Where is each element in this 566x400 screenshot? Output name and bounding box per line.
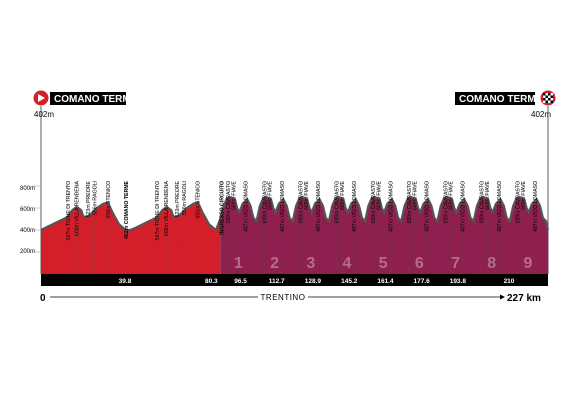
finish-name: COMANO TERME (459, 94, 543, 105)
pass-label: 567m TIONE DI TRENTO (66, 181, 72, 240)
lap-number: 1 (234, 255, 243, 272)
start-name: COMANO TERME (54, 94, 138, 105)
pass-label: 402m COMANO TERME (124, 180, 130, 238)
pass-label: 699m CAVRASTO (335, 181, 341, 223)
pass-label: 567m TIONE DI TRENTO (155, 181, 161, 240)
y-tick-label: 400m (20, 228, 35, 234)
pass-label: 487m VIGO LOMASO (533, 181, 539, 232)
km-labels: 39.8 80.3 96.5 112.7 128.9 145.2 161.4 177.6 193… (119, 278, 515, 285)
pass-label: 669m FIAVE (449, 180, 455, 210)
lap-number: 4 (343, 255, 352, 272)
pass-label: 487m VIGO LOMASO (424, 181, 430, 232)
lap-numbers: 1 2 3 4 5 6 7 8 9 (234, 255, 532, 272)
profile-crest-first (40, 201, 222, 232)
pass-label: 669m FIAVE (304, 180, 310, 210)
pass-label: 487m VIGO LOMASO (497, 181, 503, 232)
checkered-flag-icon (543, 93, 553, 103)
pass-label: 669m FIAVE (376, 180, 382, 210)
pass-label: 699m CAVRASTO (371, 181, 377, 223)
arrow-right-icon (500, 294, 505, 300)
distance-total: 227 km (507, 293, 541, 304)
pass-label: 669m FIAVE (340, 180, 346, 210)
play-icon (38, 94, 45, 102)
y-tick-label: 800m (20, 186, 35, 192)
elevation-axis: 800m 600m 400m 200m (20, 186, 35, 255)
pass-label: 556m RAGOLI (182, 181, 188, 215)
pass-label: 487m VIGO LOMASO (244, 181, 250, 232)
pass-label: 523m PREORE (86, 180, 92, 217)
finish-elevation: 402m (531, 110, 551, 119)
km-label: 193.8 (450, 278, 467, 285)
lap-number: 3 (306, 255, 315, 272)
pass-label: 699m CAVRASTO (226, 181, 232, 223)
pass-label: 669m FIAVE (232, 180, 238, 210)
distance-start: 0 (40, 293, 46, 304)
distance-axis: 0 TRENTINO 227 km (40, 293, 541, 304)
pass-label: 699m CAVRASTO (479, 181, 485, 223)
pass-label: 656m STENICO (106, 181, 112, 218)
lap-number: 2 (270, 255, 279, 272)
pass-label: 669m FIAVE (268, 180, 274, 210)
km-label: 145.2 (341, 278, 358, 285)
start-name-box (50, 92, 126, 105)
lap-number: 6 (415, 255, 424, 272)
pass-label: 669m FIAVE (521, 180, 527, 210)
pass-label: 487m VIGO LOMASO (352, 181, 358, 232)
pass-label: 699m CAVRASTO (516, 181, 522, 223)
profile-crest-circuit (219, 195, 550, 231)
km-label: 96.5 (234, 278, 247, 285)
km-label: 80.3 (205, 278, 218, 285)
pass-label: 656m STENICO (195, 181, 201, 218)
pass-label: 669m FIAVE (412, 180, 418, 210)
y-tick-label: 200m (20, 249, 35, 255)
km-label: 161.4 (377, 278, 394, 285)
km-label: 128.9 (305, 278, 322, 285)
pass-label: INGRESSO CIRCUITO (219, 181, 225, 235)
profile-part-circuit (220, 197, 549, 274)
distance-bar (41, 274, 548, 286)
pass-label: 669m FIAVE (485, 180, 491, 210)
pass-label: 487m VIGO LOMASO (316, 181, 322, 232)
y-tick-label: 600m (20, 207, 35, 213)
pass-label: 699m CAVRASTO (443, 181, 449, 223)
lap-number: 8 (487, 255, 496, 272)
pass-label: 608m VILLA RENDENA (164, 180, 170, 236)
km-label: 39.8 (119, 278, 132, 285)
finish-name-box (455, 92, 535, 105)
lap-number: 7 (451, 255, 460, 272)
km-label: 210 (504, 278, 515, 285)
start-marker: COMANO TERME 402m (33, 90, 138, 274)
pass-label: 487m VIGO LOMASO (280, 181, 286, 232)
pass-label: 487m VIGO LOMASO (388, 181, 394, 232)
lap-number: 5 (379, 255, 388, 272)
profile-part-first (41, 202, 221, 274)
lap-number: 9 (523, 255, 532, 272)
pass-label: 699m CAVRASTO (407, 181, 413, 223)
km-label: 112.7 (269, 278, 285, 285)
pass-label: 608m VILLA RENDENA (75, 180, 81, 236)
pass-label: 699m CAVRASTO (299, 181, 305, 223)
pass-label: 699m CAVRASTO (262, 181, 268, 223)
pass-label: 487m VIGO LOMASO (461, 181, 467, 232)
pass-label: 523m PREORE (175, 180, 181, 217)
km-label: 177.6 (414, 278, 431, 285)
pass-label: 556m RAGOLI (93, 181, 99, 215)
profile-area (32, 185, 550, 274)
start-elevation: 402m (34, 110, 54, 119)
pass-labels: 567m TIONE DI TRENTO 608m VILLA RENDENA 52… (66, 180, 539, 274)
region-label: TRENTINO (261, 293, 306, 302)
